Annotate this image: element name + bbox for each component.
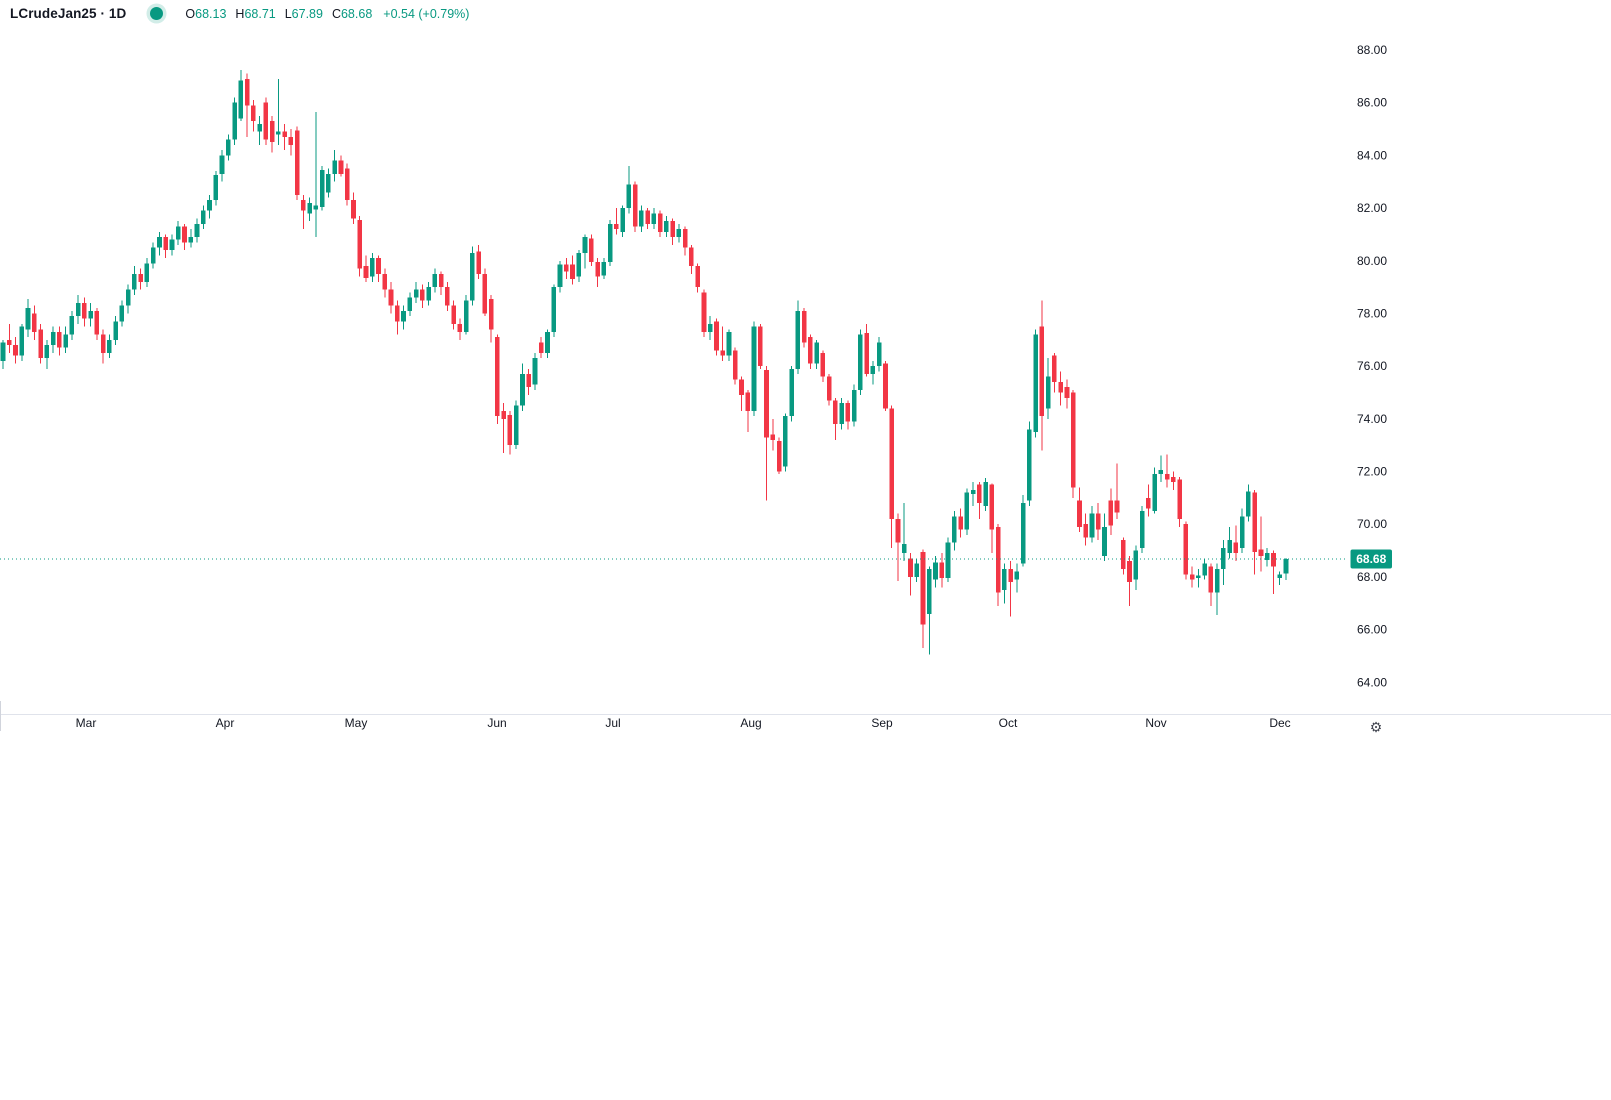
svg-text:68.68: 68.68 <box>1356 552 1386 566</box>
symbol-title[interactable]: LCrudeJan25 · 1D <box>10 6 127 21</box>
time-axis-label: Jul <box>605 716 620 730</box>
price-axis-label: 66.00 <box>1357 623 1387 637</box>
price-axis-label: 64.00 <box>1357 675 1387 689</box>
time-axis-label: Oct <box>999 716 1018 730</box>
symbol-legend: LCrudeJan25 · 1D O68.13 H68.71 L67.89 C6… <box>10 6 469 21</box>
pane-left-border <box>0 701 1 731</box>
time-axis-label: Dec <box>1269 716 1290 730</box>
price-axis-label: 76.00 <box>1357 359 1387 373</box>
close-value: C68.68 <box>331 6 373 21</box>
price-axis-label: 88.00 <box>1357 43 1387 57</box>
ohlc-readout: O68.13 H68.71 L67.89 C68.68 +0.54 (+0.79… <box>185 7 469 21</box>
price-axis[interactable]: 88.00 86.00 84.00 82.00 80.00 78.00 76.00 74.00… <box>1357 43 1387 689</box>
time-axis-label: May <box>345 716 368 730</box>
change-value: +0.54 (+0.79%) <box>383 6 470 21</box>
low-value: L67.89 <box>284 6 323 21</box>
open-value: O68.13 <box>185 6 227 21</box>
price-axis-label: 74.00 <box>1357 412 1387 426</box>
time-axis-label: Apr <box>216 716 235 730</box>
price-axis-label: 68.00 <box>1357 570 1387 584</box>
price-axis-label: 70.00 <box>1357 517 1387 531</box>
market-status-icon <box>150 7 164 20</box>
price-axis-label: 72.00 <box>1357 465 1387 479</box>
time-axis-label: Jun <box>487 716 506 730</box>
price-axis-label: 84.00 <box>1357 148 1387 162</box>
price-badge: 68.68 <box>1350 549 1392 569</box>
candlestick-chart[interactable]: 88.00 86.00 84.00 82.00 80.00 78.00 76.00 74.00… <box>0 0 1611 740</box>
time-axis-label: Nov <box>1145 716 1166 730</box>
gear-icon[interactable]: ⚙ <box>1369 719 1383 735</box>
price-axis-label: 82.00 <box>1357 201 1387 215</box>
time-axis-label: Mar <box>76 716 97 730</box>
time-axis-label: Aug <box>740 716 761 730</box>
candles-series <box>0 69 1289 655</box>
price-axis-label: 86.00 <box>1357 96 1387 110</box>
time-axis-label: Sep <box>871 716 893 730</box>
price-axis-label: 80.00 <box>1357 254 1387 268</box>
high-value: H68.71 <box>235 6 276 21</box>
price-axis-label: 78.00 <box>1357 306 1387 320</box>
time-axis[interactable]: Mar Apr May Jun Jul Aug Sep Oct Nov Dec <box>76 716 1291 730</box>
